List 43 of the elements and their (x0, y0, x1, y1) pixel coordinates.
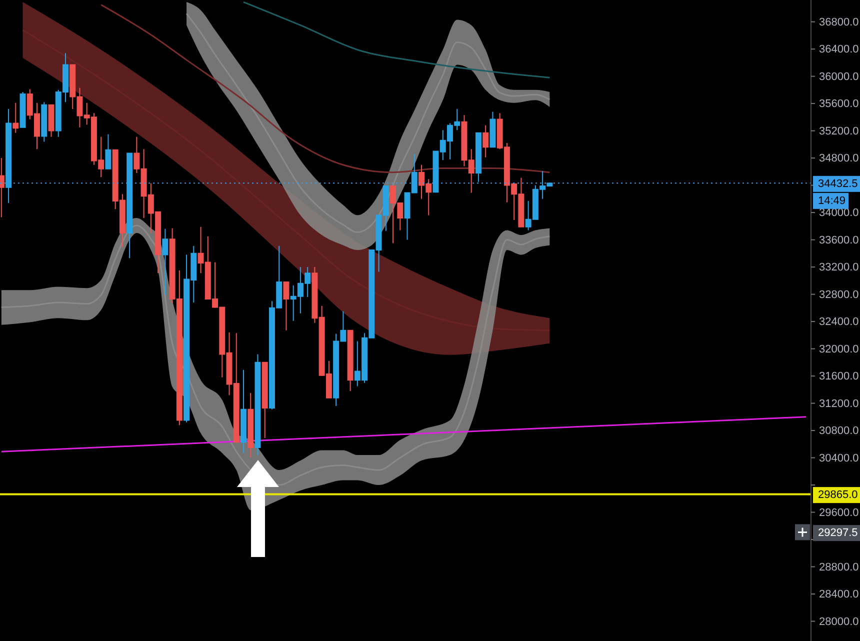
line-series (242, 1, 550, 78)
y-tick-label: 35600.0 (819, 98, 859, 110)
y-tick-label: 31200.0 (819, 398, 859, 410)
line-series (100, 4, 550, 174)
y-tick-label: 28400.0 (819, 588, 859, 601)
candlestick (490, 111, 496, 148)
y-tick-label: 33600.0 (819, 234, 859, 246)
candlestick (254, 354, 261, 456)
y-tick-label: 33200.0 (819, 262, 859, 274)
candlestick (41, 102, 48, 142)
y-tick-label: 30400.0 (819, 452, 859, 464)
text: 29297.5 (818, 527, 858, 540)
y-tick-label: 32400.0 (819, 316, 859, 328)
ref-line-label: 34432.5 (818, 178, 858, 190)
candlestick (347, 330, 354, 392)
y-tick-label: 30800.0 (819, 425, 859, 438)
ref-line-label: 29865.0 (818, 489, 858, 502)
candlestick (12, 102, 19, 134)
candlestick (475, 132, 482, 182)
y-tick-label: 36400.0 (819, 44, 859, 56)
text: 14:49 (818, 194, 846, 207)
candlestick (248, 392, 254, 458)
y-tick-label: 32800.0 (819, 288, 859, 301)
y-tick-label: 34800.0 (819, 152, 859, 165)
y-tick-label: 31600.0 (819, 370, 859, 383)
y-tick-label: 29600.0 (819, 506, 859, 519)
candlestick (283, 282, 290, 331)
y-tick-label: 34000.0 (819, 207, 859, 220)
candlestick (126, 152, 133, 259)
candlestick (20, 91, 26, 128)
y-tick-label: 36800.0 (819, 16, 859, 28)
candlestick (162, 228, 168, 296)
candlestick (482, 124, 489, 158)
candlestick (48, 104, 54, 138)
y-tick-label: 32000.0 (819, 343, 859, 356)
candlestick (105, 134, 112, 170)
y-tick-label: 28000.0 (819, 616, 859, 628)
y-tick-label: 36000.0 (819, 70, 859, 83)
candlestick (240, 369, 246, 454)
y-tick-label: 35200.0 (819, 125, 859, 138)
y-tick-label: 28800.0 (819, 561, 859, 574)
candlestick (6, 108, 12, 204)
candlestick (262, 362, 268, 439)
